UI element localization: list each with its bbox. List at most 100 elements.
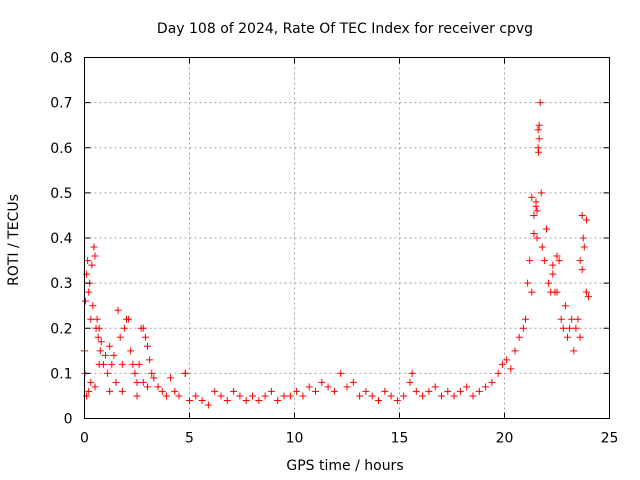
data-point — [268, 388, 275, 395]
chart-title: Day 108 of 2024, Rate Of TEC Index for r… — [157, 21, 533, 37]
y-tick-label: 0.4 — [50, 231, 72, 247]
data-point — [543, 225, 550, 232]
data-point — [564, 334, 571, 341]
data-point — [381, 388, 388, 395]
data-point — [146, 356, 153, 363]
data-point — [516, 334, 523, 341]
data-point — [566, 325, 573, 332]
data-point — [176, 392, 183, 399]
data-point — [536, 135, 543, 142]
y-tick-label: 0.1 — [50, 366, 72, 382]
data-point — [538, 189, 545, 196]
data-point — [95, 334, 102, 341]
data-point — [425, 388, 432, 395]
data-point — [318, 379, 325, 386]
data-point — [97, 347, 104, 354]
data-point — [369, 392, 376, 399]
data-point — [356, 392, 363, 399]
data-point — [171, 388, 178, 395]
data-point — [262, 392, 269, 399]
data-point — [98, 338, 105, 345]
data-point — [476, 388, 483, 395]
data-point — [562, 302, 569, 309]
data-point — [541, 257, 548, 264]
y-tick-label: 0.2 — [50, 321, 72, 337]
data-point — [127, 347, 134, 354]
data-point — [388, 392, 395, 399]
data-point — [121, 325, 128, 332]
data-point — [499, 361, 506, 368]
x-tick-label: 5 — [185, 431, 194, 447]
data-point — [344, 383, 351, 390]
data-point — [536, 122, 543, 129]
data-point — [155, 383, 162, 390]
data-point — [129, 361, 136, 368]
data-point — [119, 361, 126, 368]
data-point — [102, 352, 109, 359]
data-point — [115, 307, 122, 314]
x-tick-label: 15 — [391, 431, 409, 447]
y-tick-label: 0.5 — [50, 186, 72, 202]
data-point — [520, 325, 527, 332]
data-point — [528, 194, 535, 201]
data-point — [577, 257, 584, 264]
data-point — [539, 244, 546, 251]
data-point — [535, 126, 542, 133]
data-point — [110, 352, 117, 359]
data-point — [224, 397, 231, 404]
data-point — [568, 316, 575, 323]
data-point — [549, 271, 556, 278]
data-point — [549, 262, 556, 269]
y-tick-labels: 00.10.20.30.40.50.60.70.8 — [50, 51, 72, 428]
data-point — [106, 343, 113, 350]
data-point — [144, 383, 151, 390]
data-point — [87, 316, 94, 323]
data-point — [495, 370, 502, 377]
data-point — [117, 334, 124, 341]
data-point — [312, 388, 319, 395]
data-point — [163, 392, 170, 399]
y-tick-label: 0.7 — [50, 96, 72, 112]
data-point — [94, 316, 101, 323]
data-point — [463, 383, 470, 390]
data-point — [482, 383, 489, 390]
data-point — [186, 397, 193, 404]
data-point — [287, 392, 294, 399]
data-point — [407, 379, 414, 386]
data-point — [528, 289, 535, 296]
data-point — [575, 316, 582, 323]
x-tick-label: 25 — [601, 431, 619, 447]
data-point — [331, 388, 338, 395]
data-point — [134, 392, 141, 399]
data-point — [136, 361, 143, 368]
data-point — [218, 392, 225, 399]
data-point — [545, 280, 552, 287]
data-point — [419, 392, 426, 399]
data-point — [432, 383, 439, 390]
data-point — [236, 392, 243, 399]
y-tick-label: 0.3 — [50, 276, 72, 292]
data-point — [249, 392, 256, 399]
data-point — [413, 388, 420, 395]
y-tick-label: 0.6 — [50, 141, 72, 157]
data-point — [104, 370, 111, 377]
data-point — [144, 343, 151, 350]
data-point — [570, 347, 577, 354]
data-point — [577, 334, 584, 341]
data-point — [350, 379, 357, 386]
x-tick-label: 10 — [286, 431, 304, 447]
data-point — [530, 230, 537, 237]
data-point — [113, 379, 120, 386]
data-point — [560, 325, 567, 332]
data-point — [84, 257, 91, 264]
data-point — [534, 235, 541, 242]
data-point — [134, 379, 141, 386]
data-point — [82, 298, 89, 305]
data-point — [299, 392, 306, 399]
data-point — [524, 280, 531, 287]
data-point — [362, 388, 369, 395]
data-point — [579, 212, 586, 219]
data-points — [81, 99, 592, 408]
data-point — [337, 370, 344, 377]
data-point — [530, 212, 537, 219]
